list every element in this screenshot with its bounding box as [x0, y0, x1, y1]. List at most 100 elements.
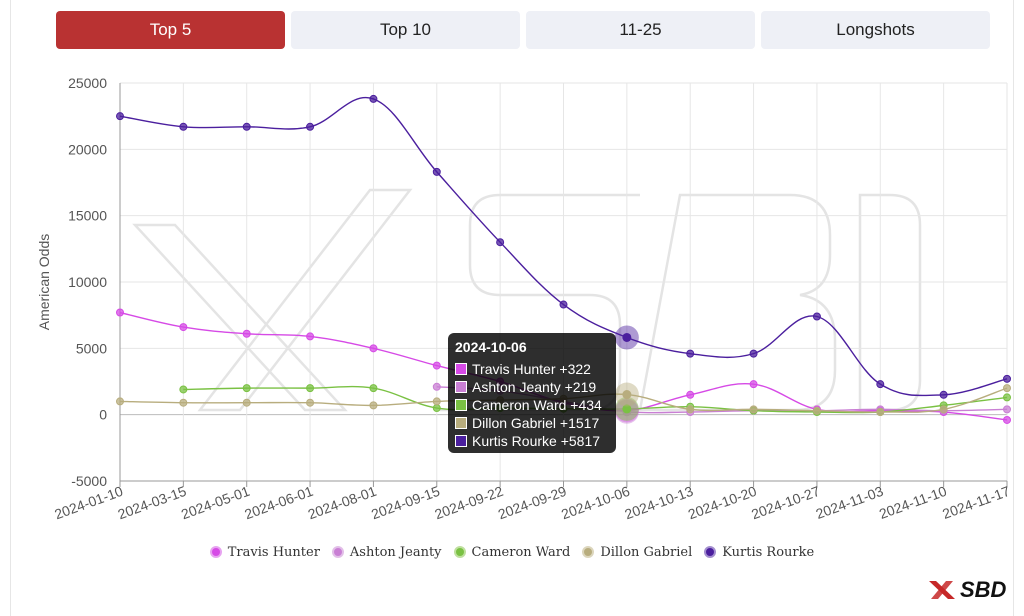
legend-dot-icon: [331, 546, 344, 558]
legend-dot-icon: [453, 546, 466, 558]
x-tick-label: 2024-11-10: [877, 483, 949, 522]
chart-legend: Travis Hunter Ashton Jeanty Cameron Ward…: [0, 541, 1024, 563]
data-point: [686, 349, 695, 358]
data-point: [749, 405, 758, 414]
x-tick-label: 2024-11-17: [940, 483, 1012, 522]
data-point: [686, 390, 695, 399]
tooltip-swatch: [455, 435, 467, 447]
tooltip-row: Ashton Jeanty +219: [455, 378, 609, 396]
legend-item-dillon-gabriel[interactable]: Dillon Gabriel: [582, 545, 692, 560]
sbd-logo: SBD: [927, 577, 1006, 603]
x-tick-label: 2024-09-15: [369, 483, 442, 523]
y-tick-label: 0: [99, 407, 107, 423]
data-point: [242, 329, 251, 338]
chart-axes: 2500020000150001000050000-50002024-01-10…: [52, 75, 1012, 522]
left-border: [10, 0, 11, 616]
legend-item-kurtis-rourke[interactable]: Kurtis Rourke: [704, 545, 814, 560]
data-point: [876, 380, 885, 389]
x-tick-label: 2024-10-27: [749, 483, 822, 523]
data-point: [432, 167, 441, 176]
data-point: [749, 349, 758, 358]
data-point: [1003, 384, 1011, 393]
data-point: [1003, 405, 1011, 414]
legend-label: Ashton Jeanty: [349, 544, 442, 560]
legend-dot-icon: [704, 546, 717, 558]
legend-label: Dillon Gabriel: [600, 544, 693, 560]
data-point: [496, 238, 505, 247]
data-point: [876, 408, 885, 417]
data-point: [812, 406, 821, 415]
tab-11-25[interactable]: 11-25: [526, 11, 755, 49]
tooltip-row: Kurtis Rourke +5817: [455, 432, 609, 450]
tooltip-swatch: [455, 417, 467, 429]
tab-longshots[interactable]: Longshots: [761, 11, 990, 49]
hover-point: [622, 390, 632, 400]
data-point: [432, 397, 441, 406]
data-point: [369, 344, 378, 353]
data-point: [749, 380, 758, 389]
data-point: [306, 332, 315, 341]
tooltip-row-label: Cameron Ward +434: [472, 397, 602, 413]
data-point: [686, 405, 695, 414]
y-tick-label: 25000: [68, 75, 107, 91]
data-point: [369, 401, 378, 410]
legend-dot-icon: [209, 546, 222, 558]
data-point: [369, 94, 378, 103]
tooltip-row-label: Dillon Gabriel +1517: [472, 415, 600, 431]
tab-bar: Top 5 Top 10 11-25 Longshots: [56, 11, 990, 49]
hover-point: [622, 404, 632, 414]
data-point: [1003, 393, 1011, 402]
data-point: [369, 384, 378, 393]
data-point: [1003, 374, 1011, 383]
sbd-x-icon: [929, 581, 955, 599]
data-point: [116, 112, 124, 121]
data-point: [306, 122, 315, 131]
y-tick-label: -5000: [71, 473, 107, 489]
tab-top-5[interactable]: Top 5: [56, 11, 285, 49]
legend-item-cameron-ward[interactable]: Cameron Ward: [453, 544, 571, 560]
x-tick-label: 2024-05-01: [179, 483, 252, 523]
data-point: [306, 398, 315, 407]
data-point: [1003, 415, 1011, 424]
y-tick-label: 20000: [68, 141, 107, 157]
legend-item-travis-hunter[interactable]: Travis Hunter: [209, 544, 320, 560]
data-point: [432, 361, 441, 370]
tooltip-swatch: [455, 381, 467, 393]
chart-tooltip: 2024-10-06 Travis Hunter +322 Ashton Jea…: [448, 333, 616, 453]
y-tick-label: 5000: [76, 340, 107, 356]
hover-point: [622, 332, 632, 342]
data-point: [939, 390, 948, 399]
tab-top-10[interactable]: Top 10: [291, 11, 520, 49]
tooltip-date: 2024-10-06: [455, 339, 527, 355]
tooltip-row: Travis Hunter +322: [455, 360, 609, 378]
data-point: [242, 384, 251, 393]
data-point: [116, 397, 124, 406]
hover-markers: [614, 325, 639, 424]
data-point: [242, 398, 251, 407]
tooltip-row: Dillon Gabriel +1517: [455, 414, 609, 432]
tooltip-row-label: Kurtis Rourke +5817: [472, 433, 601, 449]
x-tick-label: 2024-09-29: [496, 483, 569, 523]
legend-label: Cameron Ward: [471, 544, 571, 560]
y-tick-label: 15000: [68, 208, 107, 224]
legend-item-ashton-jeanty[interactable]: Ashton Jeanty: [331, 544, 442, 560]
data-point: [179, 385, 188, 394]
data-point: [432, 382, 441, 391]
tooltip-row-label: Travis Hunter +322: [472, 361, 591, 377]
data-point: [179, 323, 188, 332]
x-tick-label: 2024-11-03: [814, 483, 886, 522]
data-point: [242, 122, 251, 131]
x-tick-label: 2024-06-01: [242, 483, 315, 523]
tooltip-row: Cameron Ward +434: [455, 396, 609, 414]
x-tick-label: 2024-08-01: [306, 483, 379, 523]
data-point: [939, 405, 948, 414]
x-tick-label: 2024-10-20: [686, 483, 759, 523]
odds-line-chart: 2500020000150001000050000-50002024-01-10…: [36, 75, 1012, 522]
data-point: [179, 398, 188, 407]
x-tick-label: 2024-03-15: [116, 483, 189, 523]
data-point: [306, 384, 315, 393]
data-point: [812, 312, 821, 321]
x-tick-label: 2024-10-06: [559, 483, 632, 523]
logo-text: SBD: [960, 577, 1007, 602]
legend-label: Travis Hunter: [227, 544, 320, 560]
